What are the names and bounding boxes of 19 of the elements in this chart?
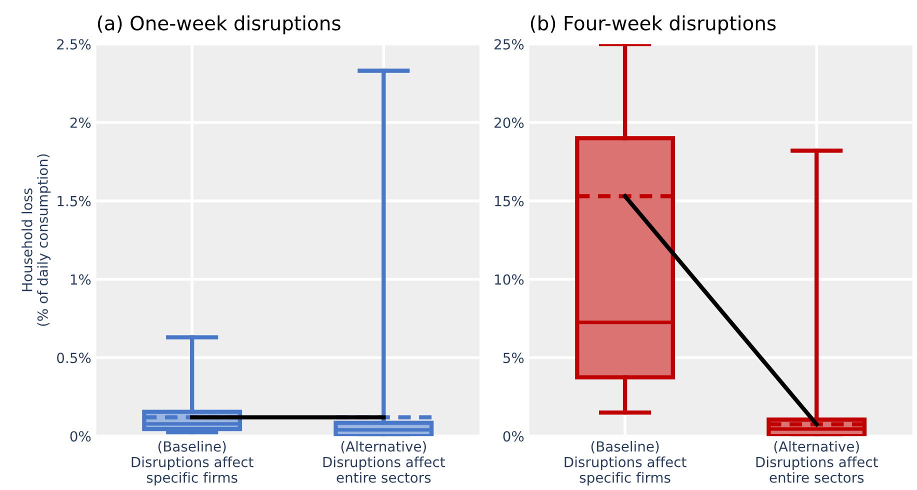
y-axis-title: Household loss (% of daily consumption) (22, 154, 51, 326)
y-tick-label: 2.5% (57, 39, 91, 50)
y-tick-label: 1.5% (58, 196, 91, 206)
y-tick-label: 0% (503, 431, 524, 442)
chart-title: (b) Four-week disruptions (530, 15, 776, 34)
x-tick-label: (Baseline) Disruptions affect specific firms (132, 440, 254, 486)
y-tick-label: 10% (495, 274, 524, 285)
y-tick-label: 0.5% (57, 352, 91, 364)
y-tick-label: 20% (494, 117, 524, 128)
y-tick-label: 25% (494, 39, 524, 50)
y-tick-label: 2% (70, 117, 91, 128)
x-tick-label: (Baseline) Disruptions affect specific firms (564, 440, 686, 486)
x-tick-label: (Alternative) Disruptions affect entire sectors (323, 440, 445, 483)
y-tick-label: 5% (503, 352, 524, 364)
y-tick-label: 15% (495, 196, 524, 206)
x-tick-label: (Alternative) Disruptions affect entire sectors (756, 440, 878, 483)
y-tick-label: 0% (70, 431, 91, 442)
chart-title: (a) One-week disruptions (98, 15, 340, 34)
y-tick-label: 1% (70, 274, 91, 285)
